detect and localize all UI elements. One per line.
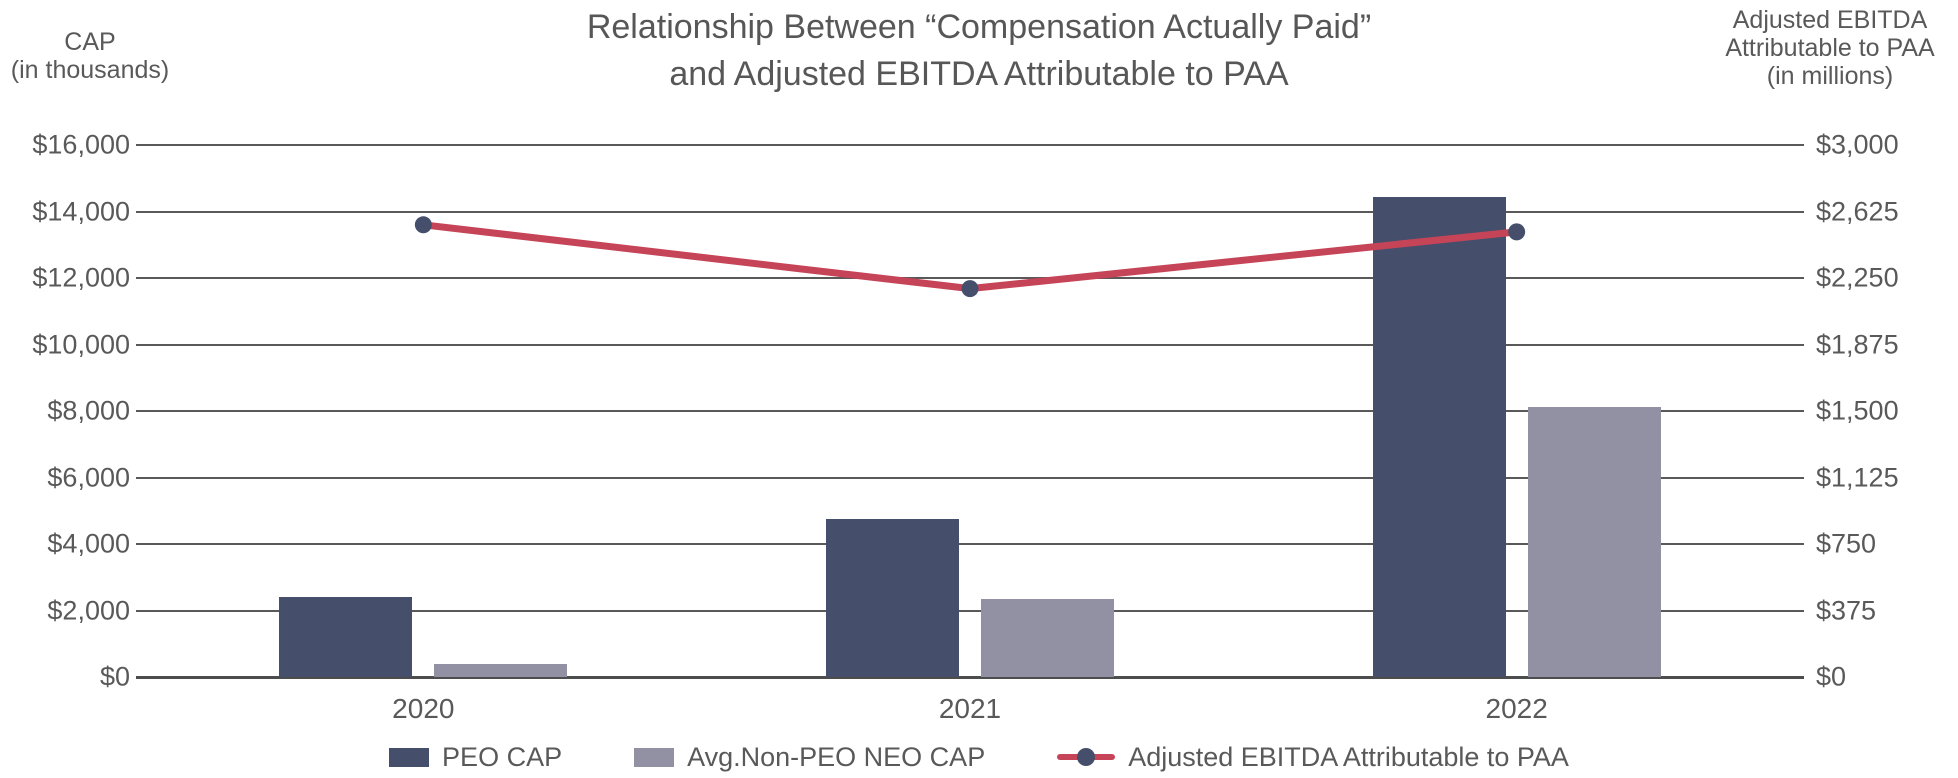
right-axis-title-line2: Attributable to PAA	[1725, 34, 1935, 62]
right-axis-tick-label: $0	[1816, 661, 1847, 692]
gridline	[136, 609, 1804, 612]
left-axis-tick-label: $12,000	[32, 262, 130, 293]
chart-title-line1: Relationship Between “Compensation Actua…	[586, 8, 1372, 46]
right-axis-tick-label: $1,125	[1816, 462, 1899, 492]
x-axis-tick-label: 2020	[392, 693, 455, 724]
left-axis-tick-label: $4,000	[47, 528, 130, 559]
bar-peo-cap	[279, 597, 413, 677]
left-axis-tick-label: $8,000	[47, 395, 130, 426]
right-axis-tick-label: $2,625	[1816, 196, 1899, 226]
chart-title-line2: and Adjusted EBITDA Attributable to PAA	[669, 55, 1289, 93]
legend-label-avg-non-peo-neo-cap: Avg.Non-PEO NEO CAP	[687, 741, 986, 772]
right-axis-tick-label: $750	[1816, 528, 1877, 559]
legend-item-adjusted-ebitda: Adjusted EBITDA Attributable to PAA	[1057, 742, 1569, 773]
legend-label-peo-cap: PEO CAP	[442, 741, 563, 772]
ebitda-data-point	[961, 280, 979, 298]
ebitda-line-layer	[414, 216, 1526, 298]
bar-avg-non-peo-neo-cap	[1527, 406, 1661, 677]
peo-cap-swatch-icon	[389, 747, 430, 767]
gridline	[136, 676, 1804, 679]
right-axis-tick-label: $1,875	[1816, 329, 1899, 359]
legend: PEO CAP Avg.Non-PEO NEO CAP Adjusted EBI…	[0, 737, 1958, 777]
chart-title: Relationship Between “Compensation Actua…	[0, 4, 1958, 98]
left-axis-title-line2: (in thousands)	[10, 56, 170, 84]
legend-dot	[1077, 748, 1096, 766]
bar-avg-non-peo-neo-cap	[434, 663, 568, 677]
x-axis-tick-label: 2021	[938, 693, 1002, 724]
gridline	[136, 543, 1804, 545]
left-axis-tick-label: $10,000	[32, 329, 130, 359]
right-axis-tick-label: $1,500	[1816, 395, 1899, 426]
left-axis-title: CAP (in thousands)	[6, 28, 174, 84]
left-axis-tick-label: $0	[99, 661, 130, 692]
bar-avg-non-peo-neo-cap	[981, 598, 1114, 677]
gridline	[136, 144, 1804, 146]
bar-peo-cap	[826, 519, 959, 677]
left-axis-tick-label: $6,000	[47, 462, 130, 492]
right-axis-title-line1: Adjusted EBITDA	[1732, 6, 1928, 34]
gridline	[136, 476, 1804, 479]
legend-item-peo-cap: PEO CAP	[389, 742, 562, 773]
right-axis-title-line3: (in millions)	[1766, 62, 1894, 90]
left-axis-title-line1: CAP	[64, 28, 116, 56]
legend-label-adjusted-ebitda: Adjusted EBITDA Attributable to PAA	[1128, 741, 1569, 772]
gridline	[136, 343, 1804, 346]
ebitda-line	[419, 221, 1521, 293]
right-axis-tick-label: $3,000	[1816, 129, 1899, 160]
avg-non-peo-neo-cap-swatch-icon	[634, 747, 675, 767]
legend-item-avg-non-peo-neo-cap: Avg.Non-PEO NEO CAP	[634, 742, 985, 773]
left-axis-tick-label: $16,000	[32, 129, 130, 160]
left-axis-tick-label: $14,000	[32, 196, 130, 226]
right-axis-tick-label: $375	[1816, 595, 1877, 625]
ebitda-data-point	[1508, 223, 1526, 241]
x-axis-tick-label: 2022	[1485, 693, 1548, 724]
ebitda-data-point	[414, 216, 432, 234]
right-axis-tick-label: $2,250	[1816, 262, 1899, 293]
bar-peo-cap	[1372, 196, 1506, 677]
gridline	[136, 277, 1804, 279]
gridline	[136, 410, 1804, 412]
line-with-dot-marker-icon	[1057, 748, 1116, 766]
right-axis-title: Adjusted EBITDA Attributable to PAA (in …	[1708, 6, 1952, 90]
gridline	[136, 210, 1804, 213]
left-axis-tick-label: $2,000	[47, 595, 130, 625]
